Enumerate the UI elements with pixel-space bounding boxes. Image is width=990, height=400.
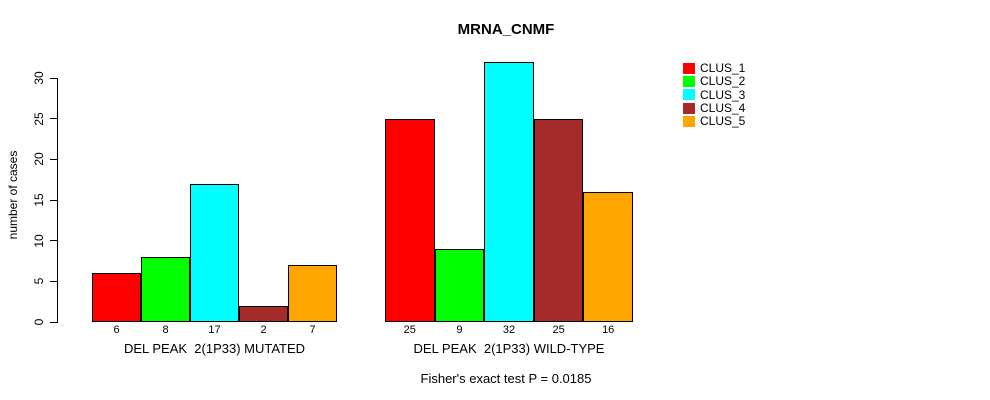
bar-g1-clus_2 bbox=[141, 256, 190, 322]
legend-label: CLUS_5 bbox=[700, 114, 746, 129]
y-tick bbox=[50, 240, 58, 242]
bar-g2-clus_1 bbox=[385, 118, 435, 322]
bar-g1-clus_4 bbox=[239, 305, 288, 322]
y-tick-label: 10 bbox=[32, 233, 46, 248]
bar-g1-clus_3 bbox=[190, 183, 239, 322]
bar-value-label: 6 bbox=[113, 324, 120, 336]
legend-item: CLUS_2 bbox=[683, 75, 745, 87]
y-tick bbox=[50, 321, 58, 323]
legend-item: CLUS_3 bbox=[683, 89, 745, 101]
legend-item: CLUS_5 bbox=[683, 115, 745, 127]
y-axis-label: number of cases bbox=[6, 150, 20, 240]
y-axis bbox=[57, 78, 58, 323]
legend-item: CLUS_4 bbox=[683, 102, 745, 114]
legend-swatch bbox=[683, 89, 695, 101]
bar-value-label: 2 bbox=[260, 324, 267, 336]
footnote: Fisher's exact test P = 0.0185 bbox=[420, 371, 592, 386]
bar-value-label: 25 bbox=[403, 324, 416, 336]
bar-value-label: 17 bbox=[208, 324, 221, 336]
bar-value-label: 8 bbox=[162, 324, 169, 336]
legend: CLUS_1 CLUS_2 CLUS_3 CLUS_4 CLUS_5 bbox=[683, 62, 745, 127]
chart-title: MRNA_CNMF bbox=[457, 21, 555, 38]
group-label-wildtype: DEL PEAK 2(1P33) WILD-TYPE bbox=[413, 341, 605, 356]
legend-swatch bbox=[683, 62, 695, 74]
y-tick bbox=[50, 280, 58, 282]
y-tick-label: 5 bbox=[32, 277, 46, 285]
y-tick bbox=[50, 118, 58, 120]
legend-label: CLUS_1 bbox=[700, 61, 746, 76]
legend-swatch bbox=[683, 115, 695, 127]
bar-g2-clus_3 bbox=[484, 61, 534, 322]
y-tick-label: 25 bbox=[32, 111, 46, 126]
bar-value-label: 32 bbox=[502, 324, 516, 336]
y-tick bbox=[50, 77, 58, 79]
bar-value-label: 25 bbox=[552, 324, 565, 336]
y-tick-label: 15 bbox=[32, 193, 46, 207]
legend-label: CLUS_2 bbox=[700, 74, 746, 89]
y-tick-label: 30 bbox=[32, 71, 46, 85]
group-label-mutated: DEL PEAK 2(1P33) MUTATED bbox=[123, 341, 306, 356]
legend-swatch bbox=[683, 75, 695, 87]
bar-value-label: 16 bbox=[602, 324, 615, 336]
y-tick-label: 20 bbox=[32, 152, 46, 167]
bar-g2-clus_2 bbox=[434, 248, 485, 322]
legend-label: CLUS_4 bbox=[700, 101, 746, 116]
y-tick bbox=[50, 158, 58, 160]
bar-value-label: 9 bbox=[456, 324, 463, 336]
bar-g1-clus_1 bbox=[92, 273, 141, 322]
bar-value-label: 7 bbox=[309, 324, 316, 336]
bar-g2-clus_4 bbox=[533, 118, 584, 322]
y-tick bbox=[50, 199, 58, 201]
bar-g1-clus_5 bbox=[288, 265, 337, 322]
bar-g2-clus_5 bbox=[583, 191, 633, 322]
legend-item: CLUS_1 bbox=[683, 62, 745, 74]
y-tick-label: 0 bbox=[32, 318, 46, 326]
legend-swatch bbox=[683, 102, 695, 114]
legend-label: CLUS_3 bbox=[700, 87, 746, 102]
